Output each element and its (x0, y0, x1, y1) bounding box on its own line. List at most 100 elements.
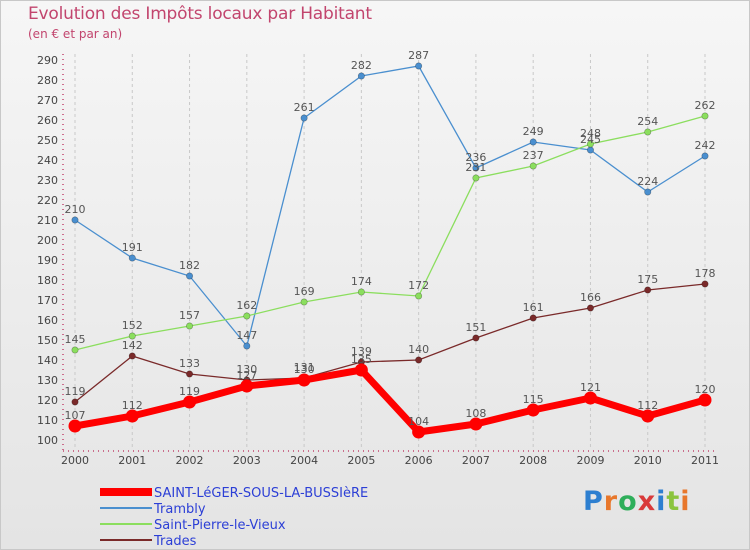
data-point (641, 409, 655, 423)
data-label: 162 (236, 299, 257, 312)
data-label: 169 (294, 285, 315, 298)
x-tick-label: 2011 (691, 454, 719, 467)
data-label: 135 (351, 353, 372, 366)
data-label: 120 (695, 383, 716, 396)
data-label: 152 (122, 319, 143, 332)
data-label: 140 (408, 343, 429, 356)
y-tick-label: 150 (37, 334, 58, 347)
data-point (529, 314, 537, 322)
data-label: 157 (179, 309, 200, 322)
data-point (701, 280, 709, 288)
x-tick-label: 2003 (233, 454, 261, 467)
x-tick-label: 2007 (462, 454, 490, 467)
data-point (357, 72, 365, 80)
data-label: 108 (465, 407, 486, 420)
x-tick-label: 2006 (405, 454, 433, 467)
y-tick-label: 250 (37, 134, 58, 147)
data-point (297, 373, 311, 387)
data-labels: 210 191 182 147 261 282 287 236 249 245 224 242 145 1… (65, 49, 716, 428)
data-point (701, 152, 709, 160)
data-point (240, 379, 254, 393)
axes: 100 110 120 130 140 150 160 170 180 190 200 210 220 2… (37, 54, 719, 467)
data-point (128, 352, 136, 360)
y-tick-label: 160 (37, 314, 58, 327)
brand-letter: x (637, 486, 657, 517)
proxiti-logo: Proxiti (583, 486, 691, 517)
data-point (644, 286, 652, 294)
data-point (125, 409, 139, 423)
x-tick-label: 2005 (347, 454, 375, 467)
data-point (354, 363, 368, 377)
y-tick-label: 270 (37, 94, 58, 107)
data-point (526, 403, 540, 417)
legend-item: SAINT-LéGER-SOUS-LA-BUSSIèRE (100, 486, 368, 501)
data-point (644, 188, 652, 196)
data-label: 107 (65, 409, 86, 422)
data-label: 151 (465, 321, 486, 334)
y-tick-label: 240 (37, 154, 58, 167)
series-trambly (71, 62, 709, 350)
data-point (415, 292, 423, 300)
data-point (300, 114, 308, 122)
x-tick-label: 2008 (519, 454, 547, 467)
data-point (472, 174, 480, 182)
data-point (586, 304, 594, 312)
series-lines (68, 62, 712, 439)
grid (74, 54, 706, 450)
series-saint-pierre-le-vieux (71, 112, 709, 354)
data-label: 242 (695, 139, 716, 152)
data-point (529, 138, 537, 146)
data-point (644, 128, 652, 136)
data-label: 147 (236, 329, 257, 342)
x-tick-label: 2009 (576, 454, 604, 467)
data-label: 121 (580, 381, 601, 394)
data-point (583, 391, 597, 405)
data-point (586, 140, 594, 148)
x-tick-label: 2000 (61, 454, 89, 467)
y-tick-label: 200 (37, 234, 58, 247)
y-tick-label: 280 (37, 74, 58, 87)
data-label: 112 (122, 399, 143, 412)
data-point (128, 332, 136, 340)
legend-label: Trades (153, 534, 197, 549)
data-point (128, 254, 136, 262)
data-point (243, 342, 251, 350)
y-tick-label: 140 (37, 354, 58, 367)
data-point (357, 288, 365, 296)
data-point (71, 346, 79, 354)
data-point (415, 356, 423, 364)
data-point (68, 419, 82, 433)
data-point (469, 417, 483, 431)
brand-letter: o (618, 486, 638, 517)
y-tick-label: 260 (37, 114, 58, 127)
data-label: 145 (65, 333, 86, 346)
data-label: 254 (637, 115, 658, 128)
data-label: 172 (408, 279, 429, 292)
data-point (71, 398, 79, 406)
data-point (243, 312, 251, 320)
data-label: 104 (408, 415, 429, 428)
y-tick-label: 210 (37, 214, 58, 227)
legend-label: Saint-Pierre-le-Vieux (154, 518, 286, 533)
data-label: 261 (294, 101, 315, 114)
x-tick-label: 2002 (176, 454, 204, 467)
data-point (71, 216, 79, 224)
y-tick-label: 100 (37, 434, 58, 447)
data-label: 191 (122, 241, 143, 254)
data-point (300, 298, 308, 306)
chart-title: Evolution des Impôts locaux par Habitant (28, 4, 372, 24)
data-label: 142 (122, 339, 143, 352)
data-label: 236 (465, 151, 486, 164)
x-tick-label: 2001 (118, 454, 146, 467)
data-point (412, 425, 426, 439)
data-label: 287 (408, 49, 429, 62)
series-line (74, 115, 706, 351)
data-label: 131 (294, 361, 315, 374)
data-label: 231 (465, 161, 486, 174)
data-label: 127 (236, 369, 257, 382)
data-label: 161 (523, 301, 544, 314)
legend-item: Trambly (100, 502, 206, 517)
brand-letter: i (680, 486, 691, 517)
